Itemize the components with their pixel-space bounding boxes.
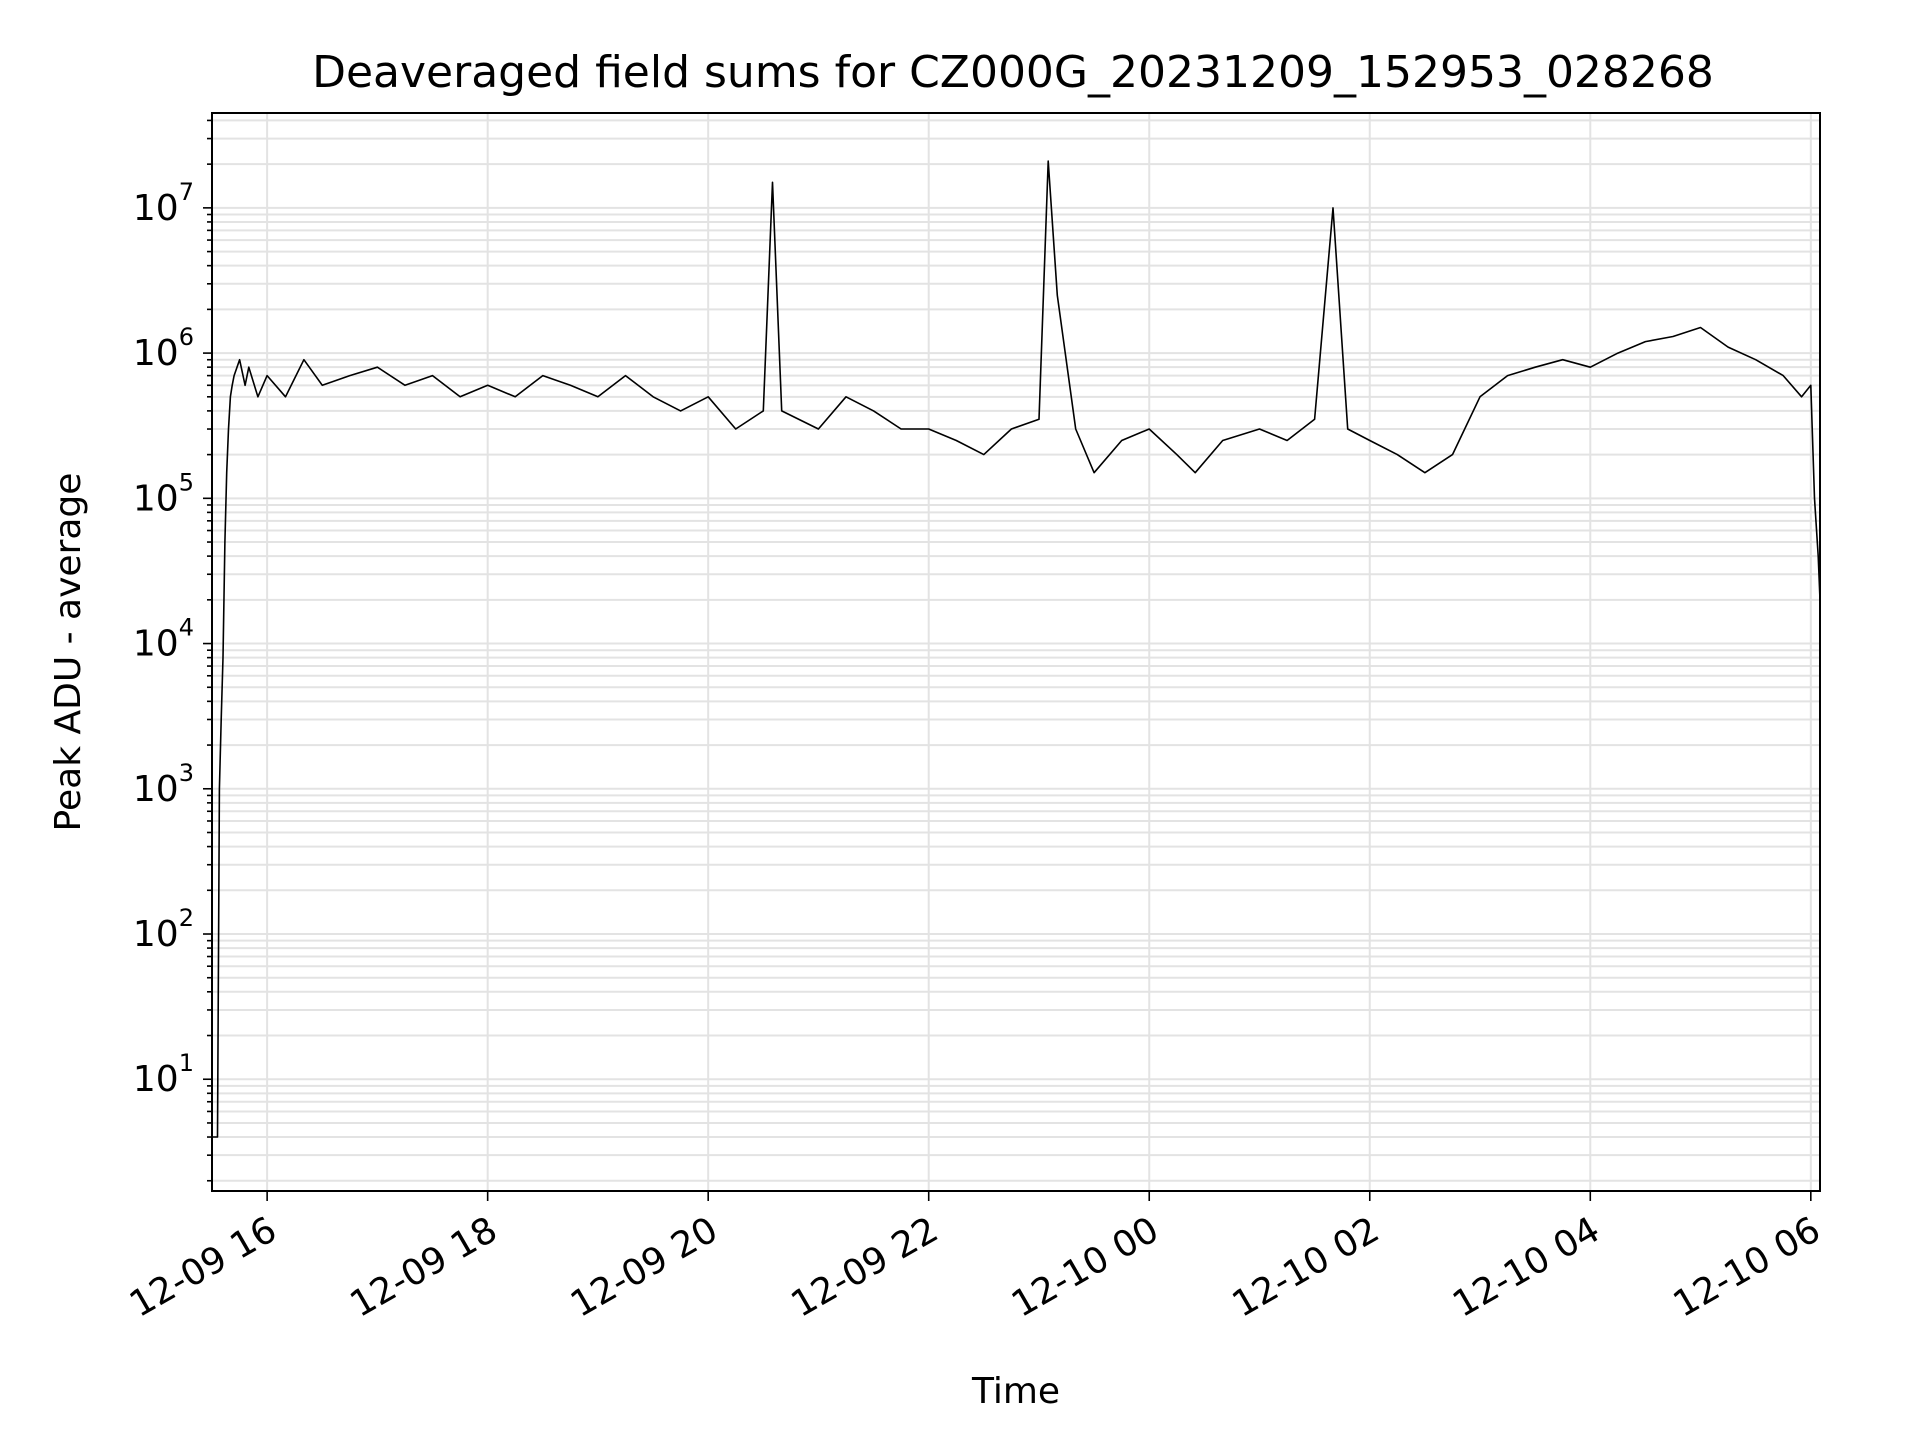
series-line <box>212 160 1821 1138</box>
y-tick-label: 105 <box>133 468 194 519</box>
y-tick-label: 101 <box>133 1049 194 1100</box>
y-tick-label: 106 <box>133 323 194 374</box>
y-tick-label: 107 <box>133 178 194 229</box>
y-tick-label: 102 <box>133 904 194 955</box>
grid-layer <box>212 113 1820 1191</box>
plot-frame <box>211 112 1821 1192</box>
y-tick-exponent: 2 <box>179 904 194 932</box>
y-tick-exponent: 1 <box>179 1049 194 1077</box>
chart-title: Deaveraged field sums for CZ000G_2023120… <box>312 47 1714 98</box>
y-tick-base: 10 <box>133 769 179 810</box>
y-tick-base: 10 <box>133 914 179 955</box>
y-tick-exponent: 4 <box>179 614 194 642</box>
y-tick-label: 103 <box>133 759 194 810</box>
y-tick-exponent: 6 <box>179 323 194 351</box>
y-tick-base: 10 <box>133 624 179 665</box>
y-tick-base: 10 <box>133 478 179 519</box>
y-tick-base: 10 <box>133 1059 179 1100</box>
y-tick-base: 10 <box>133 188 179 229</box>
y-tick-base: 10 <box>133 333 179 374</box>
x-axis-label: Time <box>971 1371 1060 1412</box>
y-tick-exponent: 5 <box>179 468 194 496</box>
line-layer <box>212 160 1821 1138</box>
y-axis-label: Peak ADU - average <box>48 473 89 832</box>
y-tick-label: 104 <box>133 614 194 665</box>
y-tick-exponent: 7 <box>179 178 194 206</box>
y-tick-exponent: 3 <box>179 759 194 787</box>
